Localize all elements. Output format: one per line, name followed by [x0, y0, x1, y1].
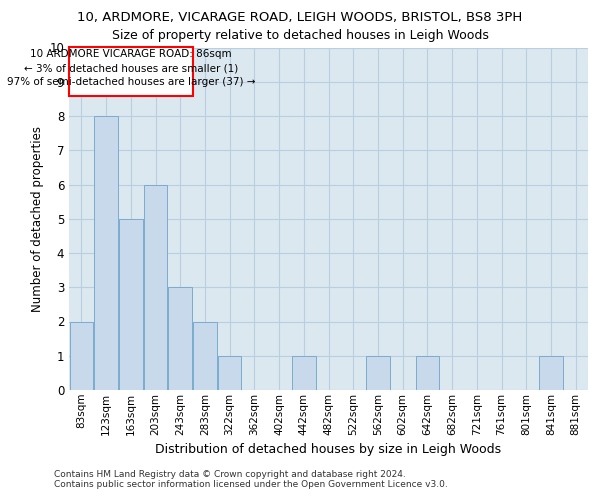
- Bar: [94, 116, 118, 390]
- Bar: [193, 322, 217, 390]
- Bar: [539, 356, 563, 390]
- Y-axis label: Number of detached properties: Number of detached properties: [31, 126, 44, 312]
- Text: Contains public sector information licensed under the Open Government Licence v3: Contains public sector information licen…: [54, 480, 448, 489]
- Text: 10 ARDMORE VICARAGE ROAD: 86sqm
← 3% of detached houses are smaller (1)
97% of s: 10 ARDMORE VICARAGE ROAD: 86sqm ← 3% of …: [7, 49, 256, 87]
- Bar: [169, 287, 192, 390]
- Text: 10, ARDMORE, VICARAGE ROAD, LEIGH WOODS, BRISTOL, BS8 3PH: 10, ARDMORE, VICARAGE ROAD, LEIGH WOODS,…: [77, 12, 523, 24]
- Bar: [144, 184, 167, 390]
- Bar: [218, 356, 241, 390]
- FancyBboxPatch shape: [70, 47, 193, 96]
- Bar: [366, 356, 389, 390]
- Bar: [416, 356, 439, 390]
- Bar: [119, 219, 143, 390]
- X-axis label: Distribution of detached houses by size in Leigh Woods: Distribution of detached houses by size …: [155, 443, 502, 456]
- Bar: [70, 322, 93, 390]
- Text: Size of property relative to detached houses in Leigh Woods: Size of property relative to detached ho…: [112, 29, 488, 42]
- Bar: [292, 356, 316, 390]
- Text: Contains HM Land Registry data © Crown copyright and database right 2024.: Contains HM Land Registry data © Crown c…: [54, 470, 406, 479]
